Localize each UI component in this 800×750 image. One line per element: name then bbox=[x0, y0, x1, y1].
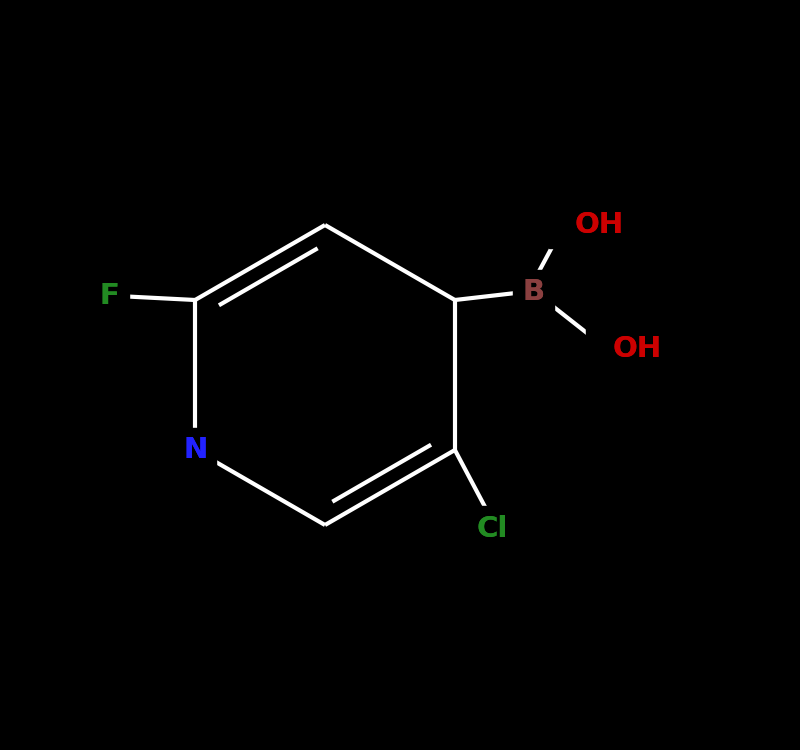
Text: F: F bbox=[99, 282, 118, 310]
Text: F: F bbox=[99, 282, 118, 310]
Text: B: B bbox=[522, 278, 545, 307]
Bar bbox=[586, 326, 638, 371]
Bar bbox=[88, 274, 130, 319]
Text: OH: OH bbox=[575, 211, 624, 239]
Bar bbox=[174, 427, 216, 472]
Text: Cl: Cl bbox=[477, 514, 508, 543]
Text: Cl: Cl bbox=[477, 514, 508, 543]
Bar bbox=[472, 506, 513, 551]
Text: N: N bbox=[183, 436, 207, 464]
Bar bbox=[513, 270, 554, 315]
Bar bbox=[549, 202, 601, 248]
Text: OH: OH bbox=[575, 211, 624, 239]
Text: B: B bbox=[522, 278, 545, 307]
Text: OH: OH bbox=[613, 334, 662, 363]
Text: OH: OH bbox=[613, 334, 662, 363]
Text: N: N bbox=[183, 436, 207, 464]
